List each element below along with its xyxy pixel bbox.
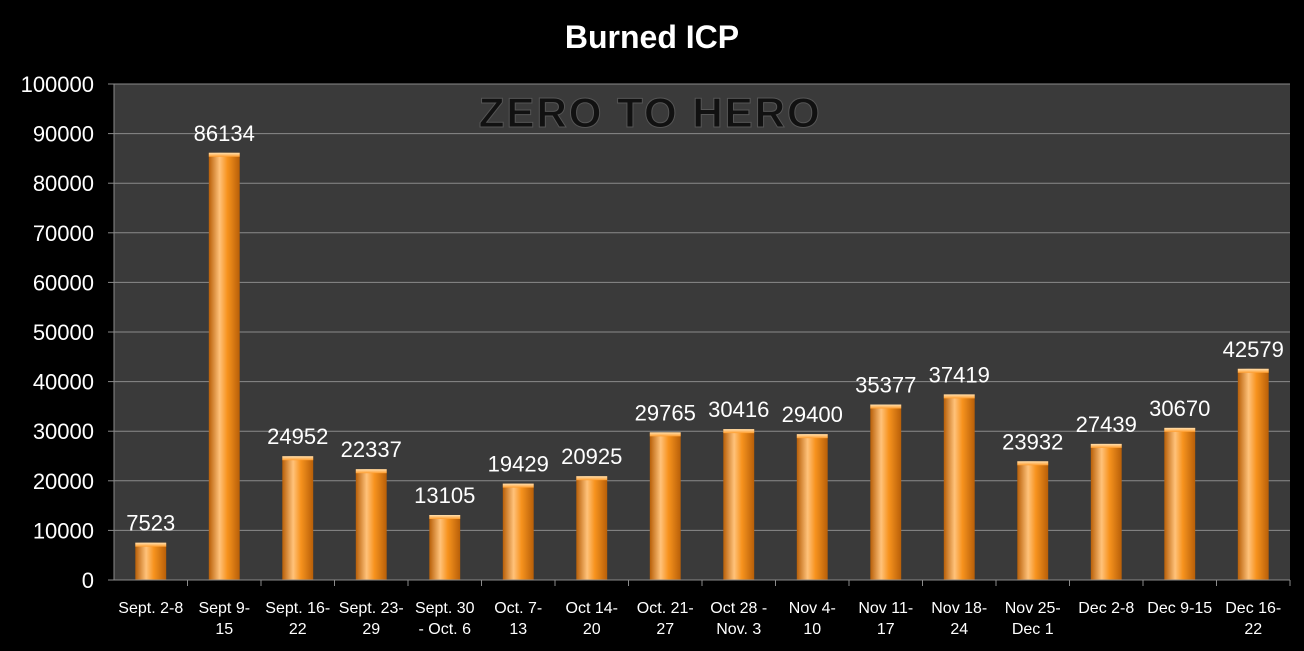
- data-label: 29400: [782, 402, 843, 427]
- bars: 7523 86134 24952 22337 13105 19429 20925 29765 3…: [126, 121, 1284, 580]
- data-label: 7523: [126, 511, 175, 536]
- x-tick-label: Oct 28 -Nov. 3: [710, 600, 767, 638]
- x-tick-label: Oct. 21-27: [637, 600, 694, 638]
- x-tick-label: Sept. 2-8: [118, 600, 183, 617]
- bar: [502, 483, 534, 580]
- x-tick-label: Sept 9-15: [198, 600, 250, 638]
- y-tick-label: 60000: [33, 270, 94, 295]
- y-tick-label: 80000: [33, 171, 94, 196]
- bar-top: [355, 469, 387, 474]
- x-tick-label: Sept. 23-29: [339, 600, 404, 638]
- bar-top: [502, 483, 534, 488]
- y-tick-label: 40000: [33, 370, 94, 395]
- x-tick-label: Oct. 7-13: [494, 600, 542, 638]
- data-label: 35377: [855, 373, 916, 398]
- bar: [1090, 443, 1122, 580]
- bar-top: [208, 152, 240, 157]
- bar: [355, 469, 387, 580]
- y-tick-label: 50000: [33, 320, 94, 345]
- bar-top: [429, 514, 461, 519]
- x-tick-label: Nov 11-17: [858, 600, 913, 638]
- bar: [870, 404, 902, 580]
- bar-top: [796, 434, 828, 439]
- bar-top: [723, 429, 755, 434]
- data-label: 37419: [929, 362, 990, 387]
- bar-top: [576, 476, 608, 481]
- data-label: 29765: [635, 400, 696, 425]
- data-label: 19429: [488, 452, 549, 477]
- bar: [208, 152, 240, 580]
- data-label: 20925: [561, 444, 622, 469]
- bar: [576, 476, 608, 580]
- bar: [282, 456, 314, 580]
- data-label: 22337: [341, 437, 402, 462]
- data-label: 86134: [194, 121, 255, 146]
- data-label: 24952: [267, 424, 328, 449]
- bar-top: [282, 456, 314, 461]
- bar: [1237, 368, 1269, 580]
- y-axis: 0 10000 20000 30000 40000 50000 60000 70000 8000…: [21, 72, 115, 593]
- x-tick-label: Dec 9-15: [1147, 600, 1212, 617]
- bar-top: [870, 404, 902, 409]
- watermark-text: ZERO TO HERO: [479, 89, 822, 136]
- bar-top: [943, 394, 975, 399]
- y-tick-label: 70000: [33, 221, 94, 246]
- data-label: 42579: [1223, 337, 1284, 362]
- bar: [135, 542, 167, 580]
- x-tick-label: Sept. 30- Oct. 6: [415, 600, 475, 638]
- y-tick-label: 100000: [21, 72, 94, 97]
- data-label: 30670: [1149, 396, 1210, 421]
- y-tick-label: 30000: [33, 419, 94, 444]
- y-tick-label: 0: [82, 568, 94, 593]
- bar-top: [1164, 427, 1196, 432]
- gridlines: [114, 83, 1290, 531]
- bar: [723, 429, 755, 580]
- x-tick-label: Oct 14-20: [566, 600, 618, 638]
- x-tick-label: Dec 2-8: [1078, 600, 1134, 617]
- bar: [649, 432, 681, 580]
- bar-top: [649, 432, 681, 437]
- bar-top: [1237, 368, 1269, 373]
- x-tick-label: Sept. 16-22: [265, 600, 330, 638]
- bar-top: [135, 542, 167, 547]
- bar-top: [1090, 443, 1122, 448]
- data-label: 27439: [1076, 412, 1137, 437]
- x-tick-label: Nov 18-24: [931, 600, 987, 638]
- data-label: 30416: [708, 397, 769, 422]
- bar: [1164, 427, 1196, 580]
- x-tick-label: Nov 25-Dec 1: [1005, 600, 1061, 638]
- x-tick-label: Dec 16-22: [1225, 600, 1281, 638]
- data-label: 23932: [1002, 429, 1063, 454]
- y-tick-label: 20000: [33, 469, 94, 494]
- data-label: 13105: [414, 483, 475, 508]
- y-tick-label: 10000: [33, 518, 94, 543]
- bar: [429, 514, 461, 580]
- bar: [796, 434, 828, 580]
- x-tick-label: Nov 4-10: [789, 600, 836, 638]
- bar: [943, 394, 975, 580]
- bar-top: [1017, 461, 1049, 466]
- chart-title: Burned ICP: [565, 19, 739, 55]
- y-tick-label: 90000: [33, 122, 94, 147]
- bar: [1017, 461, 1049, 580]
